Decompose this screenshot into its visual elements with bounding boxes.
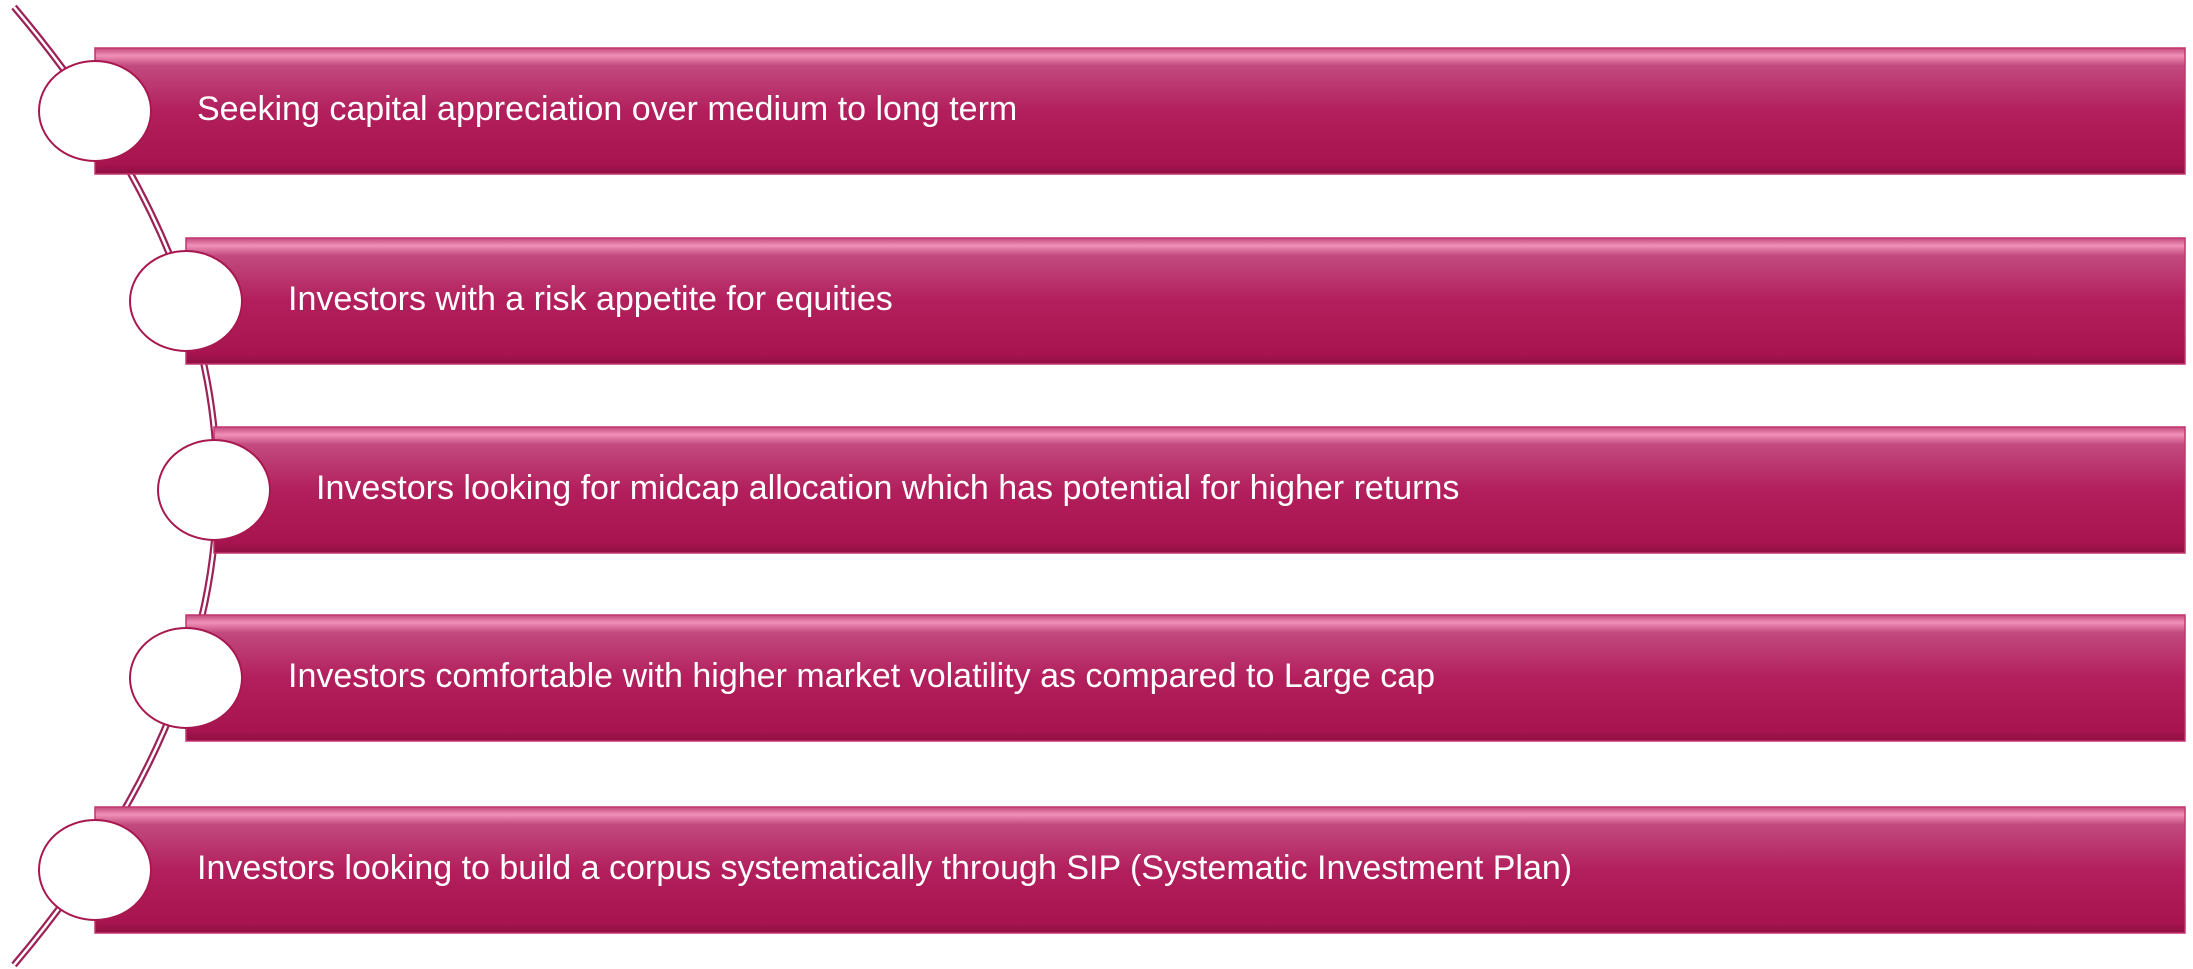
item-label: Investors with a risk appetite for equit… — [288, 280, 893, 318]
list-item: Seeking capital appreciation over medium… — [38, 47, 2186, 175]
item-bar — [94, 806, 2186, 934]
item-circle — [38, 60, 152, 162]
item-bar — [185, 237, 2186, 365]
list-item: Investors looking for midcap allocation … — [157, 426, 2186, 554]
item-circle — [38, 819, 152, 921]
item-label: Investors looking to build a corpus syst… — [197, 849, 1572, 887]
item-label: Investors looking for midcap allocation … — [316, 469, 1459, 507]
item-circle — [129, 627, 243, 729]
item-bar — [185, 614, 2186, 742]
list-item: Investors comfortable with higher market… — [129, 614, 2186, 742]
list-item: Investors with a risk appetite for equit… — [129, 237, 2186, 365]
list-item: Investors looking to build a corpus syst… — [38, 806, 2186, 934]
rows: Seeking capital appreciation over medium… — [38, 47, 2186, 934]
item-circle — [129, 250, 243, 352]
item-label: Seeking capital appreciation over medium… — [197, 90, 1017, 128]
item-label: Investors comfortable with higher market… — [288, 657, 1435, 695]
item-circle — [157, 439, 271, 541]
